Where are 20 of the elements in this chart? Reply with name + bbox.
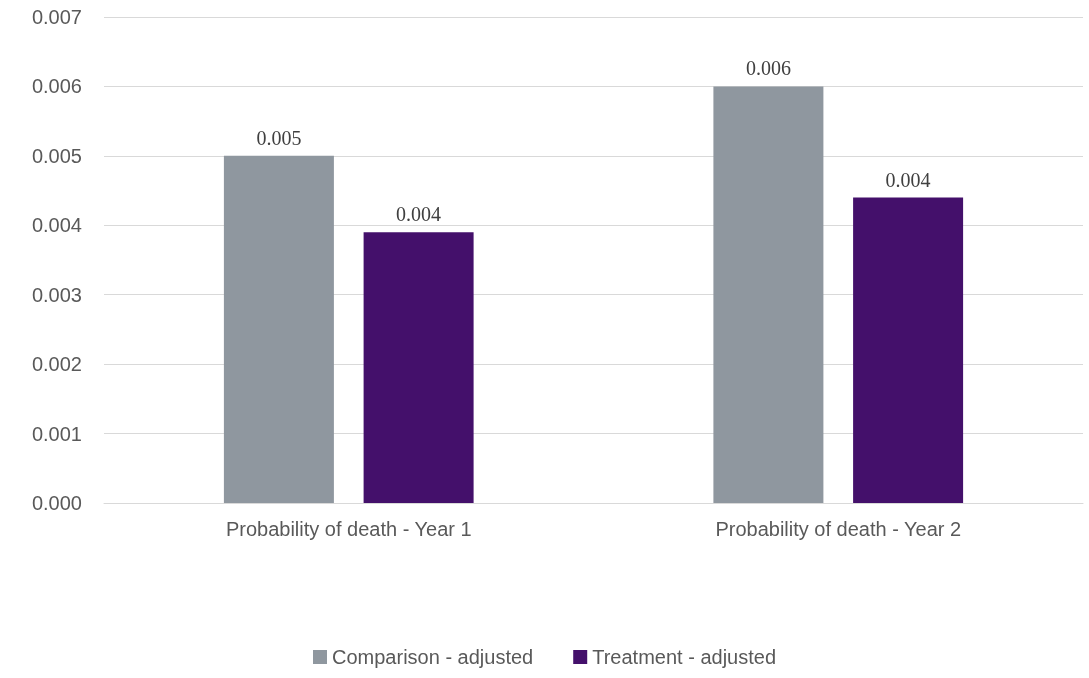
y-tick-label: 0.002 bbox=[31, 353, 82, 376]
bar bbox=[363, 232, 474, 503]
y-tick-label: 0.006 bbox=[31, 75, 82, 98]
data-label: 0.006 bbox=[745, 57, 791, 80]
y-tick-label: 0.007 bbox=[31, 6, 82, 28]
legend-label: Comparison - adjusted bbox=[332, 646, 534, 668]
legend-label: Treatment - adjusted bbox=[592, 646, 777, 668]
y-tick-label: 0.003 bbox=[31, 283, 82, 306]
x-tick-label: Probability of death - Year 2 bbox=[715, 518, 962, 540]
y-tick-label: 0.001 bbox=[31, 422, 82, 445]
y-tick-label: 0.005 bbox=[31, 144, 82, 167]
y-tick-label: 0.000 bbox=[31, 492, 82, 514]
bar bbox=[713, 86, 824, 503]
bar bbox=[223, 155, 334, 503]
data-label: 0.005 bbox=[256, 126, 302, 149]
data-label: 0.004 bbox=[396, 203, 442, 226]
data-label: 0.004 bbox=[885, 168, 931, 191]
y-tick-label: 0.004 bbox=[31, 214, 82, 237]
x-tick-label: Probability of death - Year 1 bbox=[225, 518, 472, 540]
bar bbox=[853, 197, 964, 503]
